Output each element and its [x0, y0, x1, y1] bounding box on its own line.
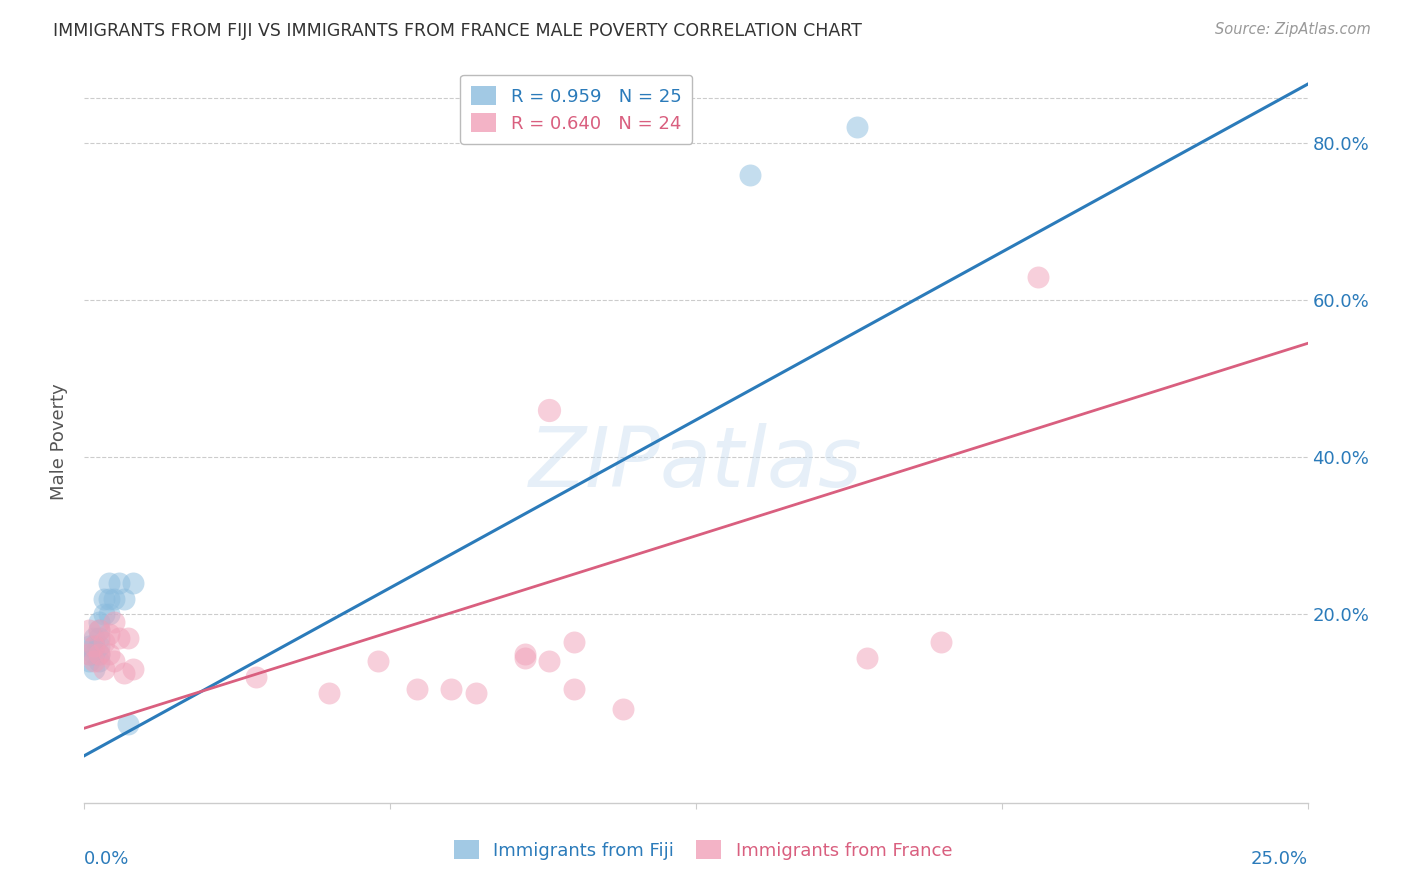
Point	[93, 635, 115, 649]
Point	[97, 575, 120, 590]
Point	[367, 655, 389, 669]
Point	[93, 662, 115, 676]
Point	[87, 623, 110, 637]
Point	[513, 647, 536, 661]
Point	[87, 647, 110, 661]
Point	[93, 607, 115, 622]
Point	[93, 591, 115, 606]
Point	[538, 655, 561, 669]
Point	[97, 627, 120, 641]
Point	[122, 662, 145, 676]
Point	[97, 607, 120, 622]
Point	[117, 717, 139, 731]
Point	[87, 655, 110, 669]
Point	[318, 686, 340, 700]
Point	[83, 631, 105, 645]
Point	[77, 639, 100, 653]
Point	[87, 639, 110, 653]
Point	[122, 575, 145, 590]
Point	[97, 591, 120, 606]
Point	[97, 647, 120, 661]
Point	[612, 701, 634, 715]
Point	[77, 623, 100, 637]
Text: ZIPatlas: ZIPatlas	[529, 423, 863, 504]
Point	[929, 635, 952, 649]
Point	[103, 655, 125, 669]
Point	[117, 631, 139, 645]
Point	[562, 635, 585, 649]
Point	[538, 403, 561, 417]
Point	[107, 575, 129, 590]
Point	[464, 686, 486, 700]
Point	[83, 647, 105, 661]
Text: IMMIGRANTS FROM FIJI VS IMMIGRANTS FROM FRANCE MALE POVERTY CORRELATION CHART: IMMIGRANTS FROM FIJI VS IMMIGRANTS FROM …	[53, 22, 862, 40]
Point	[83, 639, 105, 653]
Point	[87, 615, 110, 630]
Point	[856, 650, 879, 665]
Point	[83, 662, 105, 676]
Point	[77, 647, 100, 661]
Point	[103, 615, 125, 630]
Point	[83, 639, 105, 653]
Point	[87, 647, 110, 661]
Point	[513, 650, 536, 665]
Text: Source: ZipAtlas.com: Source: ZipAtlas.com	[1215, 22, 1371, 37]
Point	[112, 591, 135, 606]
Point	[77, 647, 100, 661]
Point	[245, 670, 267, 684]
Text: 25.0%: 25.0%	[1250, 850, 1308, 868]
Point	[103, 591, 125, 606]
Y-axis label: Male Poverty: Male Poverty	[51, 384, 69, 500]
Point	[846, 120, 869, 135]
Point	[1028, 269, 1050, 284]
Point	[562, 681, 585, 696]
Point	[112, 666, 135, 681]
Point	[87, 631, 110, 645]
Point	[77, 655, 100, 669]
Point	[87, 623, 110, 637]
Legend: Immigrants from Fiji, Immigrants from France: Immigrants from Fiji, Immigrants from Fr…	[447, 832, 959, 867]
Text: 0.0%: 0.0%	[84, 850, 129, 868]
Point	[406, 681, 429, 696]
Point	[107, 631, 129, 645]
Point	[738, 168, 761, 182]
Point	[83, 655, 105, 669]
Point	[440, 681, 463, 696]
Legend: R = 0.959   N = 25, R = 0.640   N = 24: R = 0.959 N = 25, R = 0.640 N = 24	[460, 75, 693, 144]
